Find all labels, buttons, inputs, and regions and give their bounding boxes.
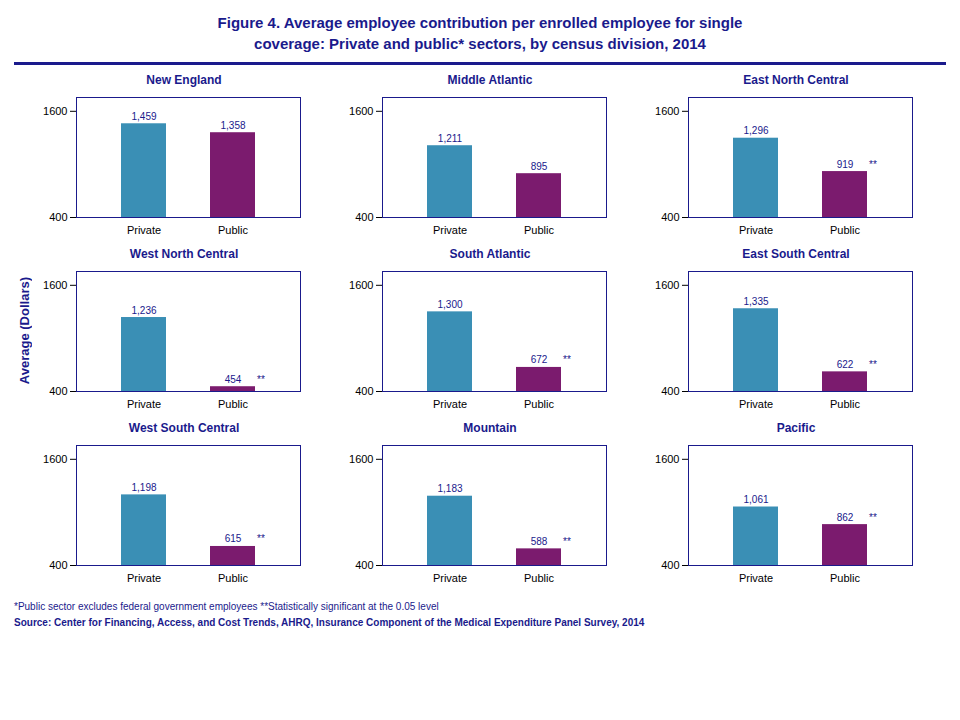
html-text:*Public sector excludes federa: *Public sector excludes federal governme…: [14, 601, 439, 612]
svg-text:400: 400: [49, 559, 67, 571]
svg-text:Public: Public: [524, 572, 554, 584]
svg-text:Private: Private: [739, 398, 773, 410]
svg-text:1600: 1600: [43, 279, 67, 291]
svg-text:**: **: [869, 159, 877, 170]
html-text:West South Central: West South Central: [128, 421, 240, 435]
svg-text:1,061: 1,061: [743, 494, 768, 505]
html-text:Average (Dollars): Average (Dollars): [16, 277, 32, 385]
svg-text:1600: 1600: [43, 105, 67, 117]
svg-text:1,296: 1,296: [743, 125, 768, 136]
svg-text:Private: Private: [739, 224, 773, 236]
svg-text:400: 400: [355, 385, 373, 397]
svg-text:Public: Public: [524, 398, 554, 410]
svg-text:672: 672: [531, 354, 548, 365]
svg-text:Private: Private: [739, 572, 773, 584]
svg-text:1,300: 1,300: [437, 299, 462, 310]
svg-text:1,459: 1,459: [131, 111, 156, 122]
svg-text:1600: 1600: [349, 453, 373, 465]
svg-text:1,211: 1,211: [438, 133, 463, 144]
svg-text:Private: Private: [433, 572, 467, 584]
svg-text:Public: Public: [830, 572, 860, 584]
html-text:South Atlantic: South Atlantic: [449, 247, 531, 261]
svg-text:Public: Public: [218, 398, 248, 410]
svg-text:Public: Public: [524, 224, 554, 236]
html-text:Source: Center for Financing,: Source: Center for Financing, Access, an…: [14, 617, 645, 628]
svg-text:Private: Private: [433, 224, 467, 236]
svg-text:400: 400: [661, 211, 679, 223]
html-text:Pacific: Pacific: [776, 421, 816, 435]
html-text:West North Central: West North Central: [129, 247, 239, 261]
svg-text:**: **: [257, 374, 265, 385]
svg-text:400: 400: [661, 385, 679, 397]
svg-text:**: **: [869, 359, 877, 370]
svg-text:622: 622: [837, 359, 854, 370]
html-text:Figure 4. Average employee con: Figure 4. Average employee contribution …: [217, 14, 743, 31]
svg-text:400: 400: [661, 559, 679, 571]
svg-text:1,198: 1,198: [131, 482, 156, 493]
svg-text:Public: Public: [218, 224, 248, 236]
svg-text:1600: 1600: [655, 453, 679, 465]
html-text:East North Central: East North Central: [743, 73, 849, 87]
svg-text:1,236: 1,236: [131, 305, 156, 316]
html-text:East South Central: East South Central: [742, 247, 850, 261]
svg-text:895: 895: [531, 161, 548, 172]
svg-text:Public: Public: [830, 224, 860, 236]
svg-text:Private: Private: [433, 398, 467, 410]
svg-text:400: 400: [49, 385, 67, 397]
svg-text:615: 615: [225, 533, 242, 544]
svg-text:Public: Public: [830, 398, 860, 410]
svg-text:1600: 1600: [349, 279, 373, 291]
svg-text:1,183: 1,183: [437, 483, 462, 494]
svg-text:1600: 1600: [349, 105, 373, 117]
svg-text:1600: 1600: [655, 279, 679, 291]
html-text:Mountain: Mountain: [463, 421, 517, 435]
svg-text:400: 400: [49, 211, 67, 223]
svg-text:400: 400: [355, 559, 373, 571]
svg-text:1,335: 1,335: [743, 296, 768, 307]
svg-text:400: 400: [355, 211, 373, 223]
svg-text:Public: Public: [218, 572, 248, 584]
svg-text:862: 862: [837, 512, 854, 523]
html-text:coverage: Private and public*: coverage: Private and public* sectors, b…: [254, 35, 706, 52]
svg-text:Private: Private: [127, 224, 161, 236]
svg-text:**: **: [869, 512, 877, 523]
svg-text:**: **: [563, 536, 571, 547]
svg-text:454: 454: [225, 374, 242, 385]
svg-text:Private: Private: [127, 398, 161, 410]
html-text:Middle Atlantic: Middle Atlantic: [447, 73, 533, 87]
svg-text:588: 588: [531, 536, 548, 547]
svg-text:1,358: 1,358: [220, 120, 245, 131]
svg-text:919: 919: [837, 159, 854, 170]
svg-text:Private: Private: [127, 572, 161, 584]
svg-text:**: **: [257, 533, 265, 544]
svg-text:1600: 1600: [655, 105, 679, 117]
svg-text:1600: 1600: [43, 453, 67, 465]
svg-text:**: **: [563, 354, 571, 365]
html-text:New England: New England: [146, 73, 222, 87]
